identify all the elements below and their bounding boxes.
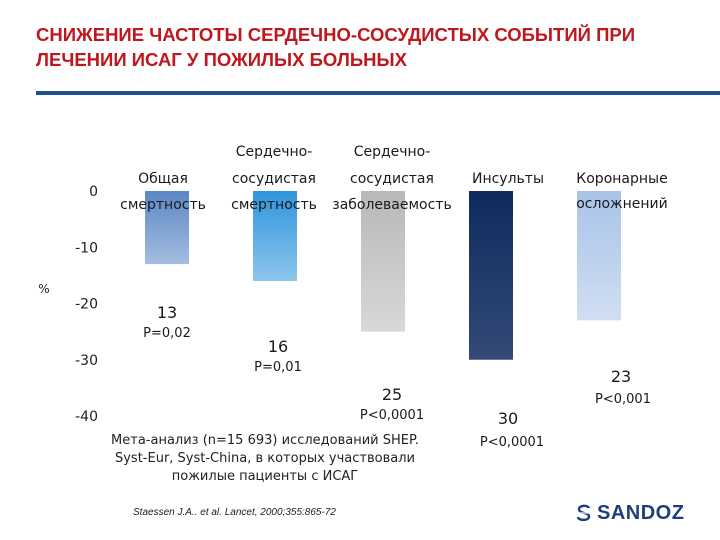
category-label: Инсульты <box>472 171 544 187</box>
p-value-label: P<0,001 <box>595 392 651 407</box>
bar <box>145 191 189 265</box>
data-label: 25 <box>382 385 402 404</box>
bar <box>253 191 297 281</box>
category-label: Сердечно-сосудистая заболеваемость <box>332 144 451 213</box>
bar <box>577 191 621 321</box>
data-label: 23 <box>611 367 631 386</box>
data-label: 30 <box>498 409 518 428</box>
sandoz-logo-icon <box>576 504 591 522</box>
y-tick-label: 0 <box>89 184 98 200</box>
y-tick-label: -40 <box>75 409 98 425</box>
sandoz-logo: SANDOZ <box>575 500 684 526</box>
slide-title: СНИЖЕНИЕ ЧАСТОТЫ СЕРДЕЧНО-СОСУДИСТЫХ СОБ… <box>36 24 636 70</box>
p-value-label: P=0,01 <box>254 360 302 375</box>
y-tick-label: -20 <box>75 297 98 313</box>
category-label: Общая смертность <box>120 171 206 213</box>
p-value-label: P<0,0001 <box>480 435 544 450</box>
citation: Staessen J.A.. et al. Lancet, 2000;355:8… <box>133 507 336 518</box>
category-label: Сердечно-сосудистая смертность <box>231 144 317 213</box>
p-value-label: P<0,0001 <box>360 408 424 423</box>
bar <box>469 191 513 360</box>
y-tick-label: -30 <box>75 353 98 369</box>
y-tick-label: -10 <box>75 240 98 256</box>
data-label: 13 <box>157 303 177 322</box>
y-axis-label: % <box>38 282 49 296</box>
title-divider <box>36 91 720 95</box>
p-value-label: P=0,02 <box>143 326 191 341</box>
logo-text: SANDOZ <box>597 501 685 524</box>
meta-analysis-note: Мета-анализ (n=15 693) исследований SHEP… <box>111 433 419 484</box>
category-label: Коронарные осложнений <box>576 171 668 212</box>
bar <box>361 191 405 332</box>
data-label: 16 <box>268 337 288 356</box>
